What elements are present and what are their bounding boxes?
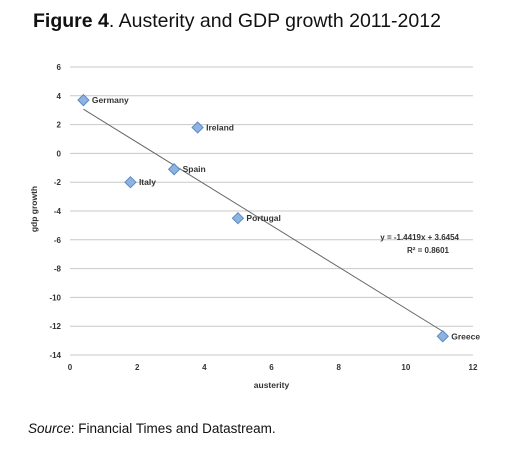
trendline [83,108,444,332]
trendline-group [83,108,444,332]
figure-title: Figure 4. Austerity and GDP growth 2011-… [33,10,441,33]
point-label: Spain [183,164,206,174]
tick-labels: 6 4 2 0 -2 -4 -6 -8 -10 -12 -14 0 2 4 6 8 10 12 [49,63,478,372]
y-tick-label: 2 [57,121,62,130]
source-text: : Financial Times and Datastream. [70,421,276,436]
y-axis-title: gdp growth [29,186,39,232]
y-tick-label: -2 [54,178,62,187]
source-label: Source [28,421,71,436]
data-point [167,163,181,176]
source-note: Source: Financial Times and Datastream. [28,421,276,436]
x-tick-label: 8 [336,363,341,372]
point-label: Ireland [206,122,234,132]
y-tick-label: -10 [49,293,61,302]
data-point [436,330,449,343]
y-tick-label: -8 [54,265,62,274]
data-point [191,121,204,134]
figure-number: Figure 4 [33,10,109,32]
x-tick-label: 6 [269,363,274,372]
point-label: Portugal [246,213,280,223]
y-tick-label: 0 [57,149,62,158]
y-tick-label: -14 [49,351,61,360]
trendline-equation: y = -1.4419x + 3.6454 [380,233,459,242]
y-tick-label: 6 [57,63,62,72]
point-label: Greece [451,331,480,341]
y-tick-label: -12 [49,322,61,331]
data-point [124,175,137,189]
point-labels: Germany Ireland Spain Italy Portugal Greece [92,95,480,341]
point-label: Germany [92,95,129,105]
x-tick-label: 10 [401,363,410,372]
r-squared-label: R² = 0.8601 [407,246,450,255]
x-tick-label: 0 [68,363,73,372]
data-point [77,93,90,107]
y-tick-label: 4 [57,92,62,101]
x-tick-label: 4 [202,363,207,372]
y-tick-label: -6 [54,236,62,245]
x-tick-label: 12 [469,363,478,372]
gridlines [70,66,473,356]
x-axis-title: austerity [254,380,290,390]
data-point [231,211,245,225]
data-points [77,93,449,343]
point-label: Italy [139,177,156,187]
figure-caption: . Austerity and GDP growth 2011-2012 [108,10,441,32]
x-tick-label: 2 [135,363,140,372]
y-tick-label: -4 [54,207,62,216]
